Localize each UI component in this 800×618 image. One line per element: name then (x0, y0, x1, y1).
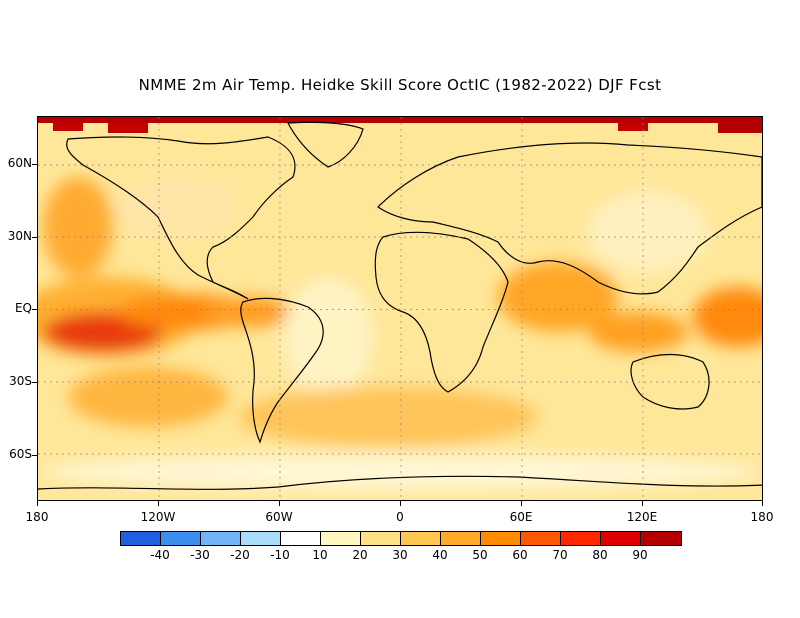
lon-label-0: 0 (396, 510, 404, 524)
colorbar-label: 20 (352, 548, 368, 562)
lon-label-120e: 120E (626, 510, 658, 524)
lon-tick (521, 501, 522, 506)
greenland-outline (287, 121, 364, 168)
lon-tick (279, 501, 280, 506)
colorbar-swatch (201, 532, 241, 545)
eurasia-outline (377, 142, 762, 295)
lon-tick (158, 501, 159, 506)
lat-tick (32, 309, 37, 310)
colorbar-label: 30 (392, 548, 408, 562)
colorbar-label: 90 (632, 548, 648, 562)
australia-outline (630, 353, 710, 410)
lon-label-60w: 60W (265, 510, 293, 524)
lon-label-180e: 180 (750, 510, 774, 524)
colorbar-label: 40 (432, 548, 448, 562)
colorbar-swatch (401, 532, 441, 545)
colorbar-swatch (641, 532, 681, 545)
colorbar-label: -20 (230, 548, 250, 562)
north-america-outline (66, 136, 296, 300)
lat-label-eq: EQ (14, 301, 32, 315)
colorbar-swatch (121, 532, 161, 545)
skill-score-map (37, 116, 763, 501)
map-canvas (38, 117, 762, 500)
colorbar-swatch (241, 532, 281, 545)
colorbar-label: 50 (472, 548, 488, 562)
lon-tick (37, 501, 38, 506)
lon-tick (642, 501, 643, 506)
lat-tick (32, 455, 37, 456)
lat-label-30s: 30S (9, 374, 32, 388)
lat-tick (32, 237, 37, 238)
colorbar-label: 70 (552, 548, 568, 562)
colorbar-label: -40 (150, 548, 170, 562)
africa-outline (374, 231, 509, 393)
colorbar-label: -10 (270, 548, 290, 562)
south-america-outline (240, 297, 324, 444)
colorbar-swatch (521, 532, 561, 545)
colorbar-swatch (361, 532, 401, 545)
colorbar-swatch (481, 532, 521, 545)
lat-label-30n: 30N (7, 229, 32, 243)
colorbar-label: 80 (592, 548, 608, 562)
lon-tick (762, 501, 763, 506)
continent-outlines (38, 121, 762, 490)
colorbar-label: -30 (190, 548, 210, 562)
colorbar-swatch (281, 532, 321, 545)
lat-tick (32, 382, 37, 383)
lon-label-180w: 180 (25, 510, 49, 524)
lat-label-60s: 60S (9, 447, 32, 461)
lon-label-120w: 120W (140, 510, 176, 524)
colorbar-label: 10 (312, 548, 328, 562)
colorbar-swatch (321, 532, 361, 545)
lat-tick (32, 164, 37, 165)
arctic-high-skill (38, 117, 762, 133)
colorbar-swatch (161, 532, 201, 545)
antarctica-outline (38, 475, 762, 490)
lon-tick (400, 501, 401, 506)
lon-label-60e: 60E (509, 510, 533, 524)
colorbar (120, 531, 682, 546)
grid-lines (38, 117, 762, 500)
colorbar-swatch (561, 532, 601, 545)
colorbar-swatch (601, 532, 641, 545)
colorbar-swatch (441, 532, 481, 545)
colorbar-label: 60 (512, 548, 528, 562)
lat-label-60n: 60N (7, 156, 32, 170)
map-title: NMME 2m Air Temp. Heidke Skill Score Oct… (138, 76, 662, 94)
